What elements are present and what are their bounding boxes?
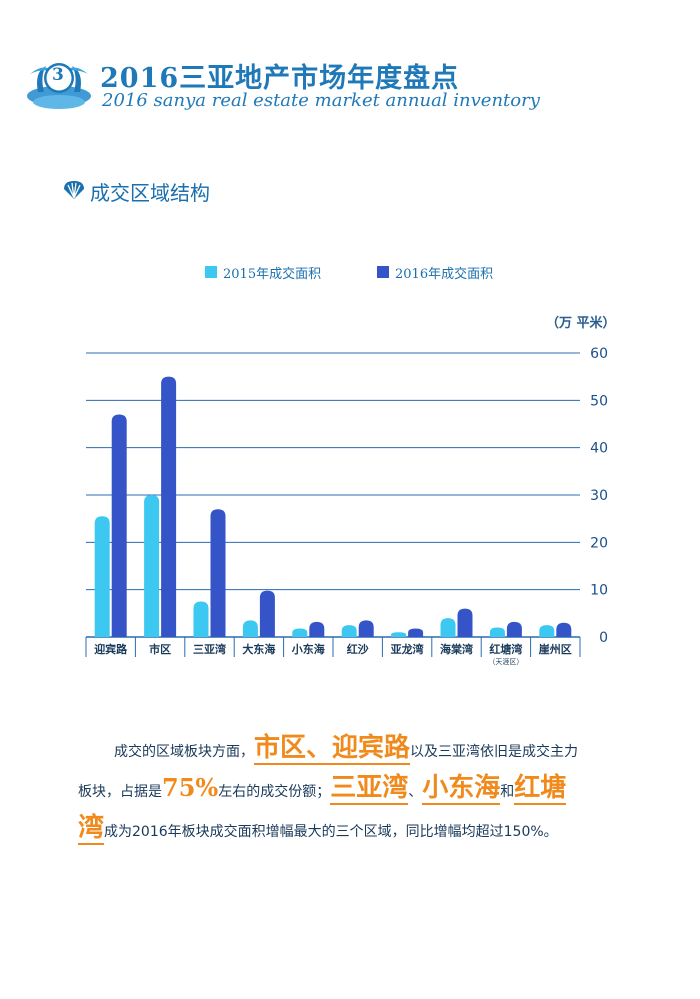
bar-2016-8 [506,621,522,637]
x-tick-label: 迎宾路 [94,642,128,656]
page-title: 2016三亚地产市场年度盘点 [100,63,460,94]
bar-2016-0 [111,414,127,637]
bar-2015-1 [144,495,160,637]
bar-2015-3 [242,620,258,637]
y-tick-label: 50 [590,393,608,409]
y-tick-label: 30 [590,488,608,504]
bar-2016-9 [556,622,572,637]
paragraph-text: 以及三亚湾依旧是成交主力 [410,744,579,760]
bar-2016-2 [210,509,226,637]
x-tick-label: 崖州区 [538,642,572,656]
y-axis-unit-label: （万 平米） [546,316,616,331]
palm-island-logo-icon [27,63,91,109]
bar-2016-7 [457,608,473,637]
y-tick-label: 10 [590,583,608,599]
section-title: 成交区域结构 [90,181,210,205]
section-number-badge: 3 [52,65,64,85]
bar-2016-6 [408,628,424,637]
chart-legend: 2015年成交面积 2016年成交面积 [205,263,535,283]
bar-2016-1 [161,376,177,637]
x-tick-note: （天涯区） [488,657,523,666]
bar-2016-5 [358,620,374,637]
bar-2015-6 [391,632,407,637]
shell-icon [64,181,84,199]
bar-2015-4 [292,628,308,637]
paragraph-line-2: 板块，占据是75%左右的成交份额；三亚湾、小东海和红塘 [78,768,624,808]
bar-2015-0 [94,516,110,637]
highlight-percent: 75% [162,773,219,802]
paragraph-text: 成为2016年板块成交面积增幅最大的三个区域，同比增幅均超过150%。 [104,824,558,840]
page-subtitle: 2016 sanya real estate market annual inv… [102,90,540,111]
x-tick-label: 小东海 [291,642,325,656]
x-tick-label: 红塘湾 [489,642,522,656]
y-tick-label: 40 [590,441,608,457]
x-tick-label: 海棠湾 [440,642,473,656]
page-header: 3 2016三亚地产市场年度盘点 2016 sanya real estate … [24,52,684,122]
bar-2015-2 [193,601,209,637]
paragraph-text: 、 [408,784,423,800]
bar-2015-9 [539,625,555,637]
legend-label-2015: 2015年成交面积 [223,267,322,282]
bar-2015-7 [440,618,456,637]
legend-swatch-2016 [377,266,389,278]
highlight-text: 市区、迎宾路 [254,733,411,765]
paragraph-text: 成交的区域板块方面， [114,744,254,760]
highlight-text: 三亚湾 [330,773,409,805]
summary-paragraph: 成交的区域板块方面，市区、迎宾路以及三亚湾依旧是成交主力 板块，占据是75%左右… [78,728,624,848]
paragraph-text: 板块，占据是 [78,784,162,800]
bar-2015-8 [489,627,505,637]
highlight-text: 小东海 [422,773,501,805]
y-tick-label: 20 [590,535,608,551]
bar-2016-3 [259,590,275,637]
y-tick-label: 60 [590,346,608,362]
x-tick-label: 三亚湾 [193,642,226,656]
x-tick-label: 红沙 [347,642,369,656]
bar-2016-4 [309,621,325,637]
paragraph-text: 和 [500,784,515,800]
paragraph-line-1: 成交的区域板块方面，市区、迎宾路以及三亚湾依旧是成交主力 [84,728,624,768]
bar-2015-5 [341,625,357,637]
legend-swatch-2015 [205,266,217,278]
paragraph-text: 左右的成交份额； [218,784,331,800]
x-tick-label: 大东海 [242,642,275,656]
paragraph-line-3: 湾成为2016年板块成交面积增幅最大的三个区域，同比增幅均超过150%。 [78,808,624,848]
x-tick-label: 亚龙湾 [391,642,424,656]
legend-label-2016: 2016年成交面积 [395,267,494,282]
highlight-text: 红塘 [514,773,567,805]
x-tick-label: 市区 [149,642,171,656]
y-tick-label: 0 [599,630,608,646]
highlight-text: 湾 [78,813,105,845]
